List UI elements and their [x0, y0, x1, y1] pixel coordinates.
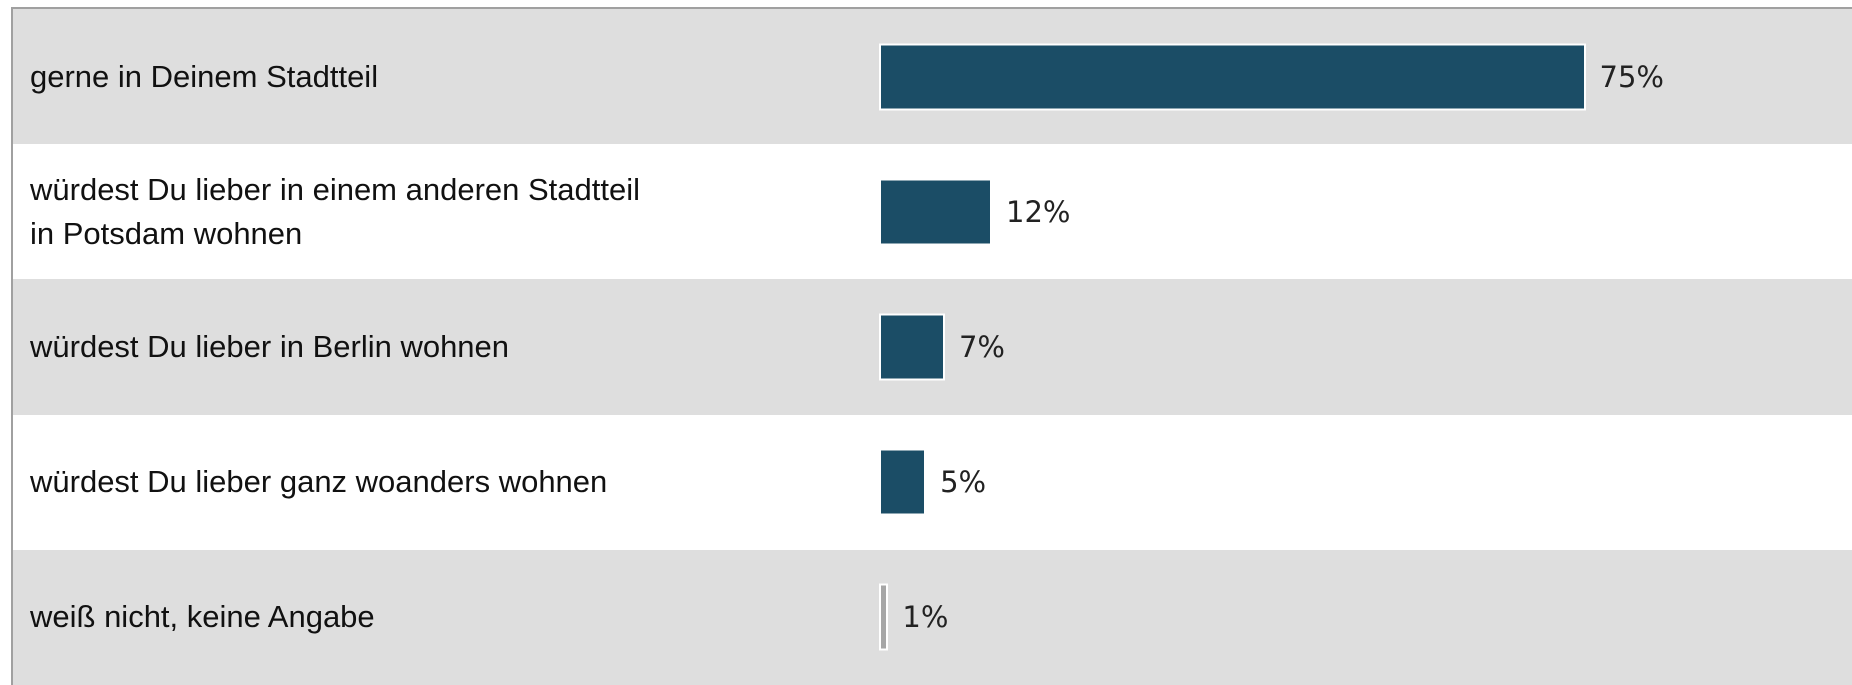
- category-label: würdest Du lieber in Berlin wohnen: [30, 328, 510, 364]
- bar: [879, 178, 993, 246]
- category-label: würdest Du lieber ganz woanders wohnen: [30, 464, 608, 500]
- row: gerne in Deinem Stadtteil 75%: [13, 9, 1852, 145]
- chart: gerne in Deinem Stadtteil 75% würdest Du l…: [11, 7, 1852, 685]
- category-label: würdest Du lieber in einem anderen Stadt…: [30, 171, 641, 251]
- value-label: 75%: [1599, 59, 1664, 94]
- value-label: 12%: [1006, 194, 1071, 229]
- bar: [879, 43, 1586, 111]
- bar: [879, 313, 945, 381]
- value-label: 7%: [958, 329, 1005, 364]
- row: weiß nicht, keine Angabe 1%: [13, 549, 1852, 685]
- row: würdest Du lieber in einem anderen Stadt…: [13, 144, 1852, 280]
- value-label: 5%: [940, 465, 987, 500]
- category-label: gerne in Deinem Stadtteil: [30, 58, 379, 94]
- row: würdest Du lieber ganz woanders wohnen 5%: [13, 414, 1852, 550]
- bar: [879, 448, 927, 516]
- row: würdest Du lieber in Berlin wohnen 7%: [13, 279, 1852, 415]
- value-label: 1%: [902, 600, 949, 635]
- bar: [879, 583, 889, 651]
- category-label: weiß nicht, keine Angabe: [30, 599, 375, 635]
